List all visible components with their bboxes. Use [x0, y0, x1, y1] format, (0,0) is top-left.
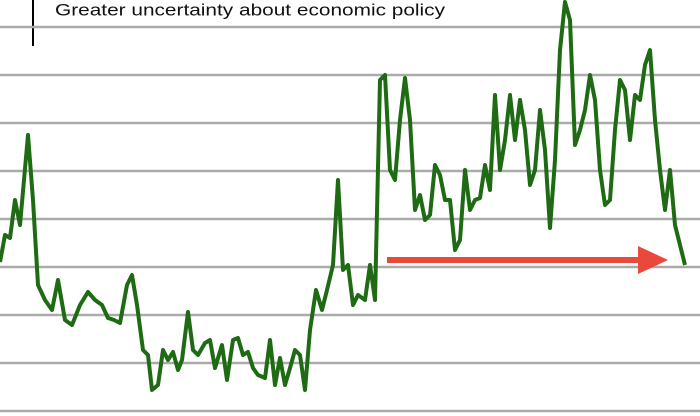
grid	[0, 25, 700, 413]
data-line	[0, 0, 687, 392]
trend-arrow	[387, 246, 668, 274]
plot	[0, 0, 687, 392]
annotation: Greater uncertainty about economic polic…	[55, 0, 446, 19]
